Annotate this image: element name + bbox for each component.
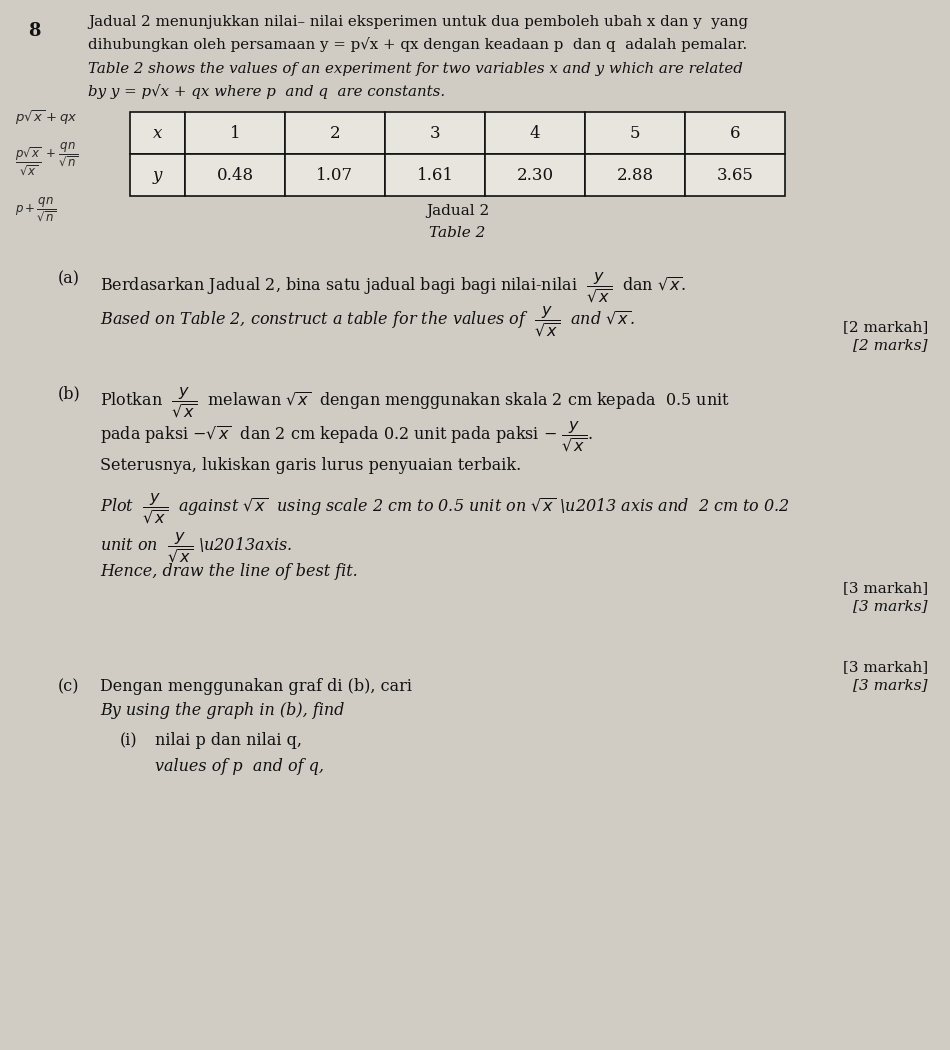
Text: x: x xyxy=(153,125,162,142)
Text: 5: 5 xyxy=(630,125,640,142)
Bar xyxy=(385,154,485,196)
Text: Plot  $\dfrac{y}{\sqrt{x}}$  against $\sqrt{x}$  using scale 2 cm to 0.5 unit on: Plot $\dfrac{y}{\sqrt{x}}$ against $\sqr… xyxy=(100,491,789,526)
Text: pada paksi $-\sqrt{x}$  dan 2 cm kepada 0.2 unit pada paksi $-\ \dfrac{y}{\sqrt{: pada paksi $-\sqrt{x}$ dan 2 cm kepada 0… xyxy=(100,419,593,454)
Bar xyxy=(585,154,685,196)
Text: [3 markah]: [3 markah] xyxy=(843,581,928,595)
Text: Dengan menggunakan graf di (b), cari: Dengan menggunakan graf di (b), cari xyxy=(100,678,412,695)
Text: 6: 6 xyxy=(730,125,740,142)
Bar xyxy=(185,112,285,154)
Text: nilai p dan nilai q,: nilai p dan nilai q, xyxy=(155,732,302,749)
Text: Plotkan  $\dfrac{y}{\sqrt{x}}$  melawan $\sqrt{x}$  dengan menggunakan skala 2 c: Plotkan $\dfrac{y}{\sqrt{x}}$ melawan $\… xyxy=(100,385,730,420)
Text: 2.30: 2.30 xyxy=(517,167,554,184)
Text: (a): (a) xyxy=(58,270,80,287)
Text: 0.48: 0.48 xyxy=(217,167,254,184)
Text: Table 2: Table 2 xyxy=(429,226,485,240)
Bar xyxy=(285,154,385,196)
Text: [3 markah]: [3 markah] xyxy=(843,660,928,674)
Bar xyxy=(130,154,185,196)
Text: (b): (b) xyxy=(58,385,81,402)
Text: by y = p√x + qx where p  and q  are constants.: by y = p√x + qx where p and q are consta… xyxy=(88,84,446,99)
Text: (c): (c) xyxy=(58,678,80,695)
Text: values of p  and of q,: values of p and of q, xyxy=(155,758,324,775)
Text: dihubungkan oleh persamaan y = p√x + qx dengan keadaan p  dan q  adalah pemalar.: dihubungkan oleh persamaan y = p√x + qx … xyxy=(88,37,748,52)
Text: 1.61: 1.61 xyxy=(416,167,453,184)
Text: $+\ \dfrac{qn}{\sqrt{n}}$: $+\ \dfrac{qn}{\sqrt{n}}$ xyxy=(45,140,79,168)
Text: (i): (i) xyxy=(120,732,138,749)
Text: Seterusnya, lukiskan garis lurus penyuaian terbaik.: Seterusnya, lukiskan garis lurus penyuai… xyxy=(100,457,522,474)
Text: [3 marks]: [3 marks] xyxy=(853,598,928,613)
Text: 3: 3 xyxy=(429,125,440,142)
Text: Jadual 2 menunjukkan nilai– nilai eksperimen untuk dua pemboleh ubah x dan y  ya: Jadual 2 menunjukkan nilai– nilai eksper… xyxy=(88,15,749,29)
Bar xyxy=(585,112,685,154)
Text: 4: 4 xyxy=(530,125,541,142)
Bar xyxy=(685,112,785,154)
Text: 1: 1 xyxy=(230,125,240,142)
Text: Table 2 shows the values of an experiment for two variables x and y which are re: Table 2 shows the values of an experimen… xyxy=(88,62,743,76)
Text: $p + \dfrac{qn}{\sqrt{n}}$: $p + \dfrac{qn}{\sqrt{n}}$ xyxy=(15,195,57,223)
Text: $p\sqrt{x}+qx$: $p\sqrt{x}+qx$ xyxy=(15,108,78,127)
Text: y: y xyxy=(153,167,162,184)
Text: Jadual 2: Jadual 2 xyxy=(426,204,489,218)
Text: By using the graph in (b), find: By using the graph in (b), find xyxy=(100,702,344,719)
Bar xyxy=(485,154,585,196)
Bar xyxy=(485,112,585,154)
Text: 2: 2 xyxy=(330,125,340,142)
Text: Based on Table 2, construct a table for the values of  $\dfrac{y}{\sqrt{x}}$  an: Based on Table 2, construct a table for … xyxy=(100,304,635,339)
Text: [3 marks]: [3 marks] xyxy=(853,678,928,692)
Text: [2 marks]: [2 marks] xyxy=(853,338,928,352)
Text: Berdasarkan Jadual 2, bina satu jadual bagi bagi nilai-nilai  $\dfrac{y}{\sqrt{x: Berdasarkan Jadual 2, bina satu jadual b… xyxy=(100,270,687,304)
Text: $\dfrac{p\sqrt{x}}{\sqrt{x}}$: $\dfrac{p\sqrt{x}}{\sqrt{x}}$ xyxy=(15,145,42,176)
Text: 1.07: 1.07 xyxy=(316,167,353,184)
Bar xyxy=(685,154,785,196)
Bar xyxy=(385,112,485,154)
Text: unit on  $\dfrac{y}{\sqrt{x}}$ \u2013axis.: unit on $\dfrac{y}{\sqrt{x}}$ \u2013axis… xyxy=(100,530,292,565)
Bar xyxy=(285,112,385,154)
Bar xyxy=(185,154,285,196)
Text: [2 markah]: [2 markah] xyxy=(843,320,928,334)
Text: Hence, draw the line of best fit.: Hence, draw the line of best fit. xyxy=(100,563,358,580)
Bar xyxy=(130,112,185,154)
Text: 2.88: 2.88 xyxy=(617,167,654,184)
Text: 3.65: 3.65 xyxy=(716,167,753,184)
Text: 8: 8 xyxy=(28,22,41,40)
